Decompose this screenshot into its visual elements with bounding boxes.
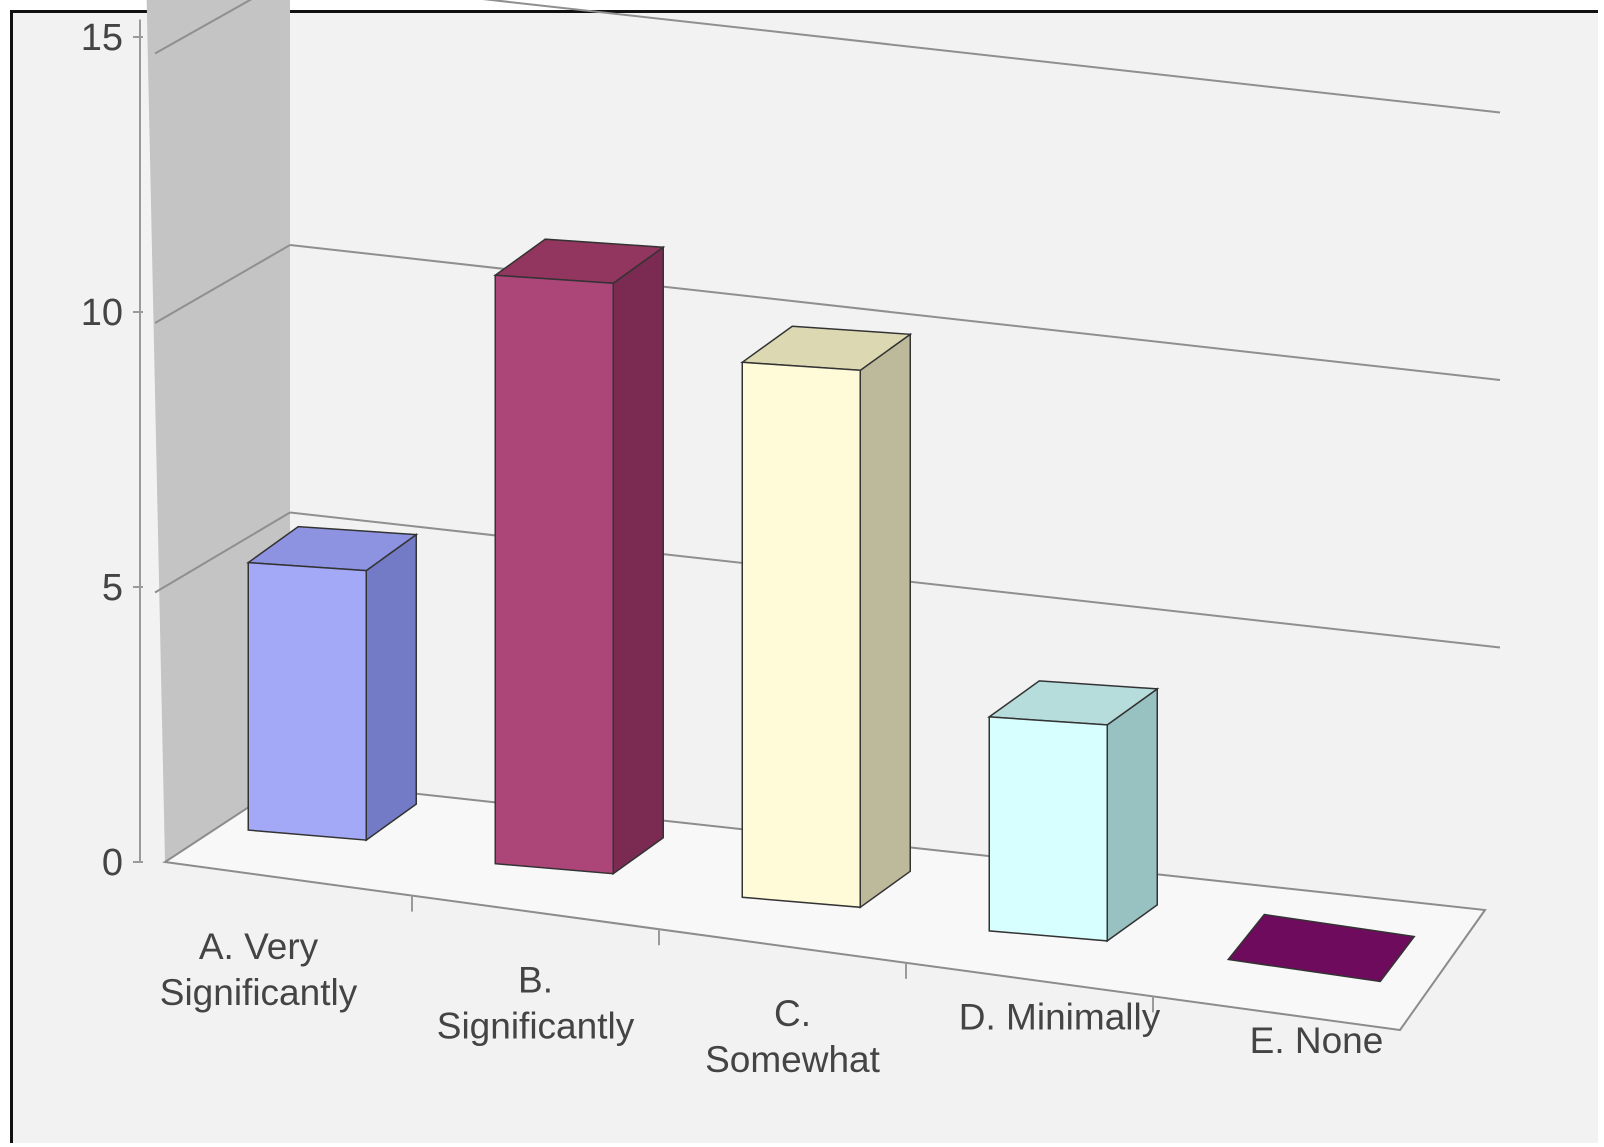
gridline <box>154 0 253 55</box>
bar-b <box>493 238 666 876</box>
bar-side <box>365 533 417 842</box>
bar-side <box>1106 687 1158 943</box>
y-tick-label: 0 <box>102 842 123 884</box>
x-category-label: A. Very Significantly <box>160 926 358 1013</box>
bar-c <box>740 325 913 909</box>
gridline <box>154 244 291 324</box>
x-category-label: E. None <box>1250 1020 1384 1061</box>
x-category-label: B. Significantly <box>437 959 635 1046</box>
x-category-label-line: D. Minimally <box>959 997 1161 1038</box>
bar-side <box>612 245 664 876</box>
y-tick-label: 15 <box>81 17 123 59</box>
y-tick-label: 5 <box>102 567 123 609</box>
gridline <box>154 511 291 594</box>
x-category-label: D. Minimally <box>959 997 1161 1038</box>
y-tick-label: 10 <box>81 292 123 334</box>
x-category-label-line: Somewhat <box>705 1039 881 1080</box>
x-category-label-line: Significantly <box>437 1005 635 1046</box>
x-category-label-line: B. <box>518 959 553 1000</box>
bar-front <box>247 561 367 841</box>
x-category-label-line: A. Very <box>199 926 319 967</box>
bar-front <box>494 274 614 875</box>
bar-front <box>988 716 1108 942</box>
gridline <box>482 0 1501 114</box>
bar-a <box>246 525 419 842</box>
x-category-label-line: E. None <box>1250 1020 1384 1061</box>
x-category-label-line: Significantly <box>160 972 358 1013</box>
x-category-label: C. Somewhat <box>705 993 881 1080</box>
bar-side <box>859 332 911 909</box>
bar-front <box>741 361 861 909</box>
gridline <box>289 244 1501 381</box>
bar-face <box>1226 913 1416 983</box>
x-category-label-line: C. <box>774 993 811 1034</box>
bar-d <box>987 680 1160 943</box>
bar-e <box>1226 913 1416 983</box>
